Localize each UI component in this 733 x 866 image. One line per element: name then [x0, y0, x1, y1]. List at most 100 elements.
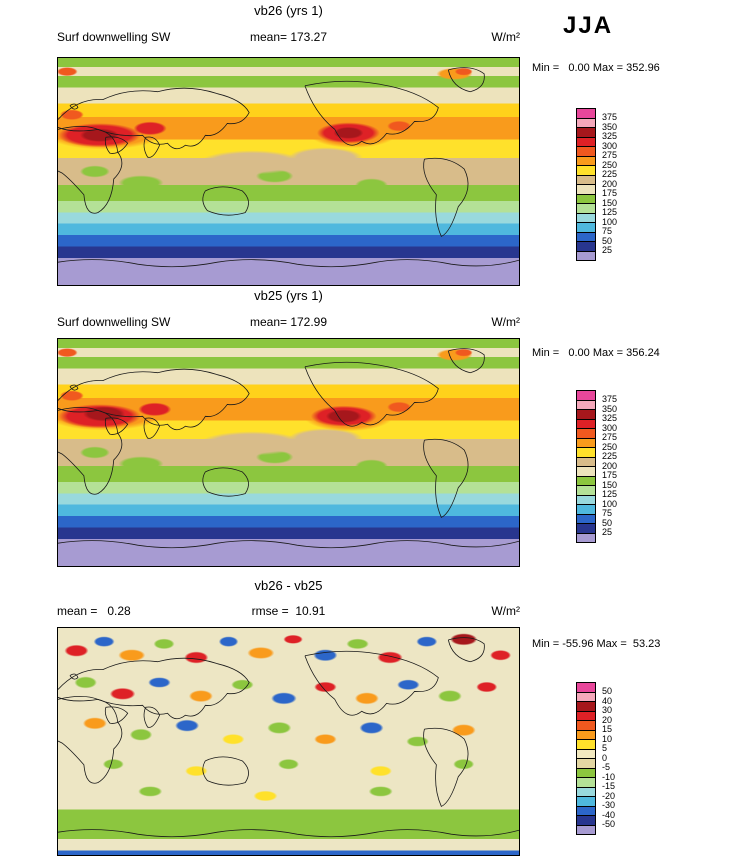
coast-north-america [304, 650, 439, 716]
colorbar-tick-label: -15 [602, 781, 616, 791]
colorbar-difference: 50 40 30 20 15 10 5 0 -5 -10 -15 -20 -30 -40 -50 [576, 682, 646, 835]
map-difference [57, 627, 520, 856]
colorbar-tick-label: 175 [602, 188, 618, 198]
coastlines-overlay [58, 67, 519, 268]
colorbar-tick-label: 100 [602, 216, 618, 227]
coast-antarctica [58, 829, 519, 838]
colorbar-tick-label: 375 [602, 394, 618, 404]
colorbar-tick-label: 225 [602, 451, 618, 461]
coast-india [143, 136, 160, 158]
colorbar-tick-label: -30 [602, 800, 616, 810]
mean-label: mean = 0.28 [57, 604, 131, 618]
coast-uk [69, 673, 79, 680]
colorbar-tick-label: 125 [602, 207, 618, 217]
colorbar-tick-label: 25 [602, 245, 613, 255]
colorbar-tick-label: 30 [602, 705, 613, 715]
panel-meta-row: mean = 0.28 rmse = 10.91 W/m² [57, 604, 520, 619]
units-label: W/m² [491, 604, 520, 618]
coast-eurasia [58, 368, 250, 431]
colorbar-tick-label: -5 [602, 762, 611, 772]
coast-south-america [423, 727, 469, 807]
colorbar-tick-label: 100 [602, 498, 618, 509]
variable-label: Surf downwelling SW [57, 30, 171, 44]
coast-arabia [104, 417, 129, 435]
coast-india [143, 706, 160, 728]
colorbar-tick-label: 375 [602, 112, 618, 122]
colorbar-tick-label: 5 [602, 743, 608, 753]
coast-arabia [104, 706, 129, 724]
colorbar-tick-label: 75 [602, 226, 613, 236]
colorbar-tick-label: 350 [602, 121, 618, 132]
colorbar-tick-label: 15 [602, 724, 613, 734]
colorbar-tick-label: -50 [602, 819, 616, 829]
variable-label: Surf downwelling SW [57, 315, 171, 329]
coastlines-overlay [58, 637, 519, 838]
colorbar-tick-label: 150 [602, 479, 618, 490]
colorbar-tick-label: 300 [602, 422, 618, 433]
coast-africa [58, 126, 123, 214]
colorbar-swatch [576, 532, 596, 543]
minmax-label-vb26: Min = 0.00 Max = 352.96 [532, 62, 660, 74]
colorbar-tick-label: -20 [602, 790, 616, 801]
coast-south-america [423, 438, 469, 518]
coast-north-america [304, 80, 439, 146]
colorbar-tick-label: 75 [602, 508, 613, 518]
coast-australia [202, 186, 249, 216]
coast-antarctica [58, 540, 519, 549]
colorbar-tick-label: 175 [602, 470, 618, 480]
coast-africa [58, 407, 123, 495]
colorbar-vb25: 375 350 325 300 275 250 225 200 175 150 125 100 75 50… [576, 390, 646, 543]
colorbar-tick-label: 200 [602, 460, 618, 471]
rmse-label: rmse = 10.91 [251, 604, 326, 618]
coast-india [143, 417, 160, 439]
colorbar-tick-label: 10 [602, 733, 613, 744]
colorbar-tick-label: 40 [602, 695, 613, 706]
units-label: W/m² [491, 315, 520, 329]
colorbar-tick-label: -40 [602, 809, 616, 820]
colorbar-tick-label: 275 [602, 150, 618, 160]
coast-greenland [447, 67, 485, 93]
panel-meta-row: Surf downwelling SW mean= 172.99 W/m² [57, 315, 520, 330]
coast-eurasia [58, 657, 250, 720]
map-vb25 [57, 338, 520, 567]
coast-antarctica [58, 259, 519, 268]
coast-greenland [447, 348, 485, 374]
season-label: JJA [563, 12, 614, 39]
coast-australia [202, 467, 249, 497]
coast-arabia [104, 136, 129, 154]
colorbar-tick-label: 325 [602, 413, 618, 423]
colorbar-tick-label: 250 [602, 441, 618, 452]
colorbar-tick-label: 25 [602, 527, 613, 537]
colorbar-tick-label: 50 [602, 686, 613, 696]
colorbar-swatch [576, 824, 596, 835]
panel-title-vb26: vb26 (yrs 1) [254, 3, 323, 18]
colorbar-tick-label: 125 [602, 489, 618, 499]
mean-label: mean= 173.27 [249, 30, 328, 44]
colorbar-tick-label: 325 [602, 131, 618, 141]
coast-uk [69, 384, 79, 391]
units-label: W/m² [491, 30, 520, 44]
coast-uk [69, 103, 79, 110]
minmax-label-vb25: Min = 0.00 Max = 356.24 [532, 347, 660, 359]
panel-title-vb25: vb25 (yrs 1) [254, 288, 323, 303]
coast-australia [202, 756, 249, 786]
colorbar-tick-label: 50 [602, 235, 613, 246]
colorbar-vb26: 375 350 325 300 275 250 225 200 175 150 125 100 75 50… [576, 108, 646, 261]
map-vb26 [57, 57, 520, 286]
minmax-label-difference: Min = -55.96 Max = 53.23 [532, 638, 661, 650]
colorbar-tick-label: 50 [602, 517, 613, 528]
mean-label: mean= 172.99 [249, 315, 328, 329]
coast-eurasia [58, 87, 250, 150]
coast-greenland [447, 637, 485, 663]
coastlines-overlay [58, 348, 519, 549]
coast-north-america [304, 361, 439, 427]
colorbar-tick-label: 150 [602, 197, 618, 208]
colorbar-tick-label: 350 [602, 403, 618, 414]
colorbar-tick-label: -10 [602, 771, 616, 782]
colorbar-swatch [576, 250, 596, 261]
coast-south-america [423, 157, 469, 237]
coast-africa [58, 696, 123, 784]
panel-title-difference: vb26 - vb25 [254, 578, 323, 593]
colorbar-tick-label: 225 [602, 169, 618, 179]
